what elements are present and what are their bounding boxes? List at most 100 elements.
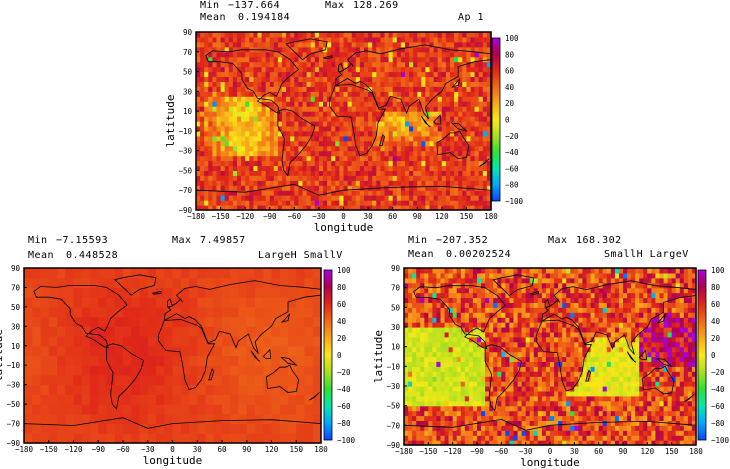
- heatmap-cell: [286, 190, 291, 196]
- heatmap-cell: [364, 130, 369, 137]
- heatmap-cell: [388, 66, 394, 73]
- heatmap-cell: [464, 302, 470, 308]
- heatmap-cell: [139, 413, 149, 425]
- heatmap-cell: [477, 430, 482, 436]
- heatmap-cell: [416, 307, 421, 313]
- map-panel-1: −180 −150 −120 −90 −60 −30 0 30 60 90 120 150 180lon…: [164, 28, 524, 234]
- heatmap-cell: [335, 205, 340, 211]
- heatmap-cell: [574, 356, 579, 362]
- heatmap-cell: [364, 32, 369, 38]
- heatmap-cell: [578, 395, 584, 402]
- heatmap-cell: [417, 111, 422, 117]
- heatmap-cell: [513, 371, 519, 377]
- heatmap-cell: [485, 371, 490, 377]
- heatmap-cell: [400, 130, 406, 137]
- heatmap-cell: [359, 200, 365, 206]
- heatmap-cell: [521, 277, 527, 284]
- x-tick-label: 60: [217, 445, 227, 454]
- heatmap-cell: [428, 302, 433, 308]
- heatmap-cell: [448, 371, 454, 377]
- heatmap-cell: [224, 200, 230, 206]
- heatmap-cell: [290, 205, 295, 211]
- heatmap-cell: [525, 268, 531, 274]
- heatmap-cell: [413, 200, 418, 206]
- heatmap-cell: [172, 433, 182, 444]
- heatmap-cell: [433, 91, 439, 97]
- heatmap-cell: [437, 41, 443, 48]
- heatmap-cell: [257, 165, 263, 171]
- heatmap-cell: [541, 390, 547, 397]
- heatmap-cell: [98, 433, 108, 444]
- heatmap-cell: [412, 307, 417, 313]
- heatmap-cell: [65, 384, 75, 395]
- heatmap-cell: [486, 116, 492, 122]
- heatmap-cell: [409, 180, 414, 186]
- heatmap-cell: [216, 205, 222, 211]
- heatmap-cell: [318, 86, 324, 92]
- heatmap-cell: [290, 165, 295, 171]
- heatmap-cell: [541, 361, 547, 367]
- heatmap-cell: [416, 272, 421, 279]
- heatmap-cell: [541, 366, 547, 372]
- heatmap-cell: [388, 180, 394, 186]
- heatmap-cell: [450, 86, 455, 92]
- heatmap-cell: [216, 101, 222, 107]
- heatmap-cell: [481, 395, 486, 402]
- heatmap-cell: [513, 395, 519, 402]
- heatmap-cell: [437, 71, 443, 78]
- heatmap-cell: [339, 56, 345, 63]
- heatmap-cell: [241, 56, 246, 63]
- heatmap-cell: [445, 190, 451, 196]
- heatmap-cell: [456, 351, 462, 358]
- heatmap-cell: [224, 111, 230, 117]
- heatmap-cell: [458, 165, 463, 171]
- heatmap-cell: [372, 32, 377, 38]
- heatmap-cell: [517, 430, 523, 436]
- heatmap-cell: [208, 135, 213, 142]
- heatmap-cell: [208, 86, 213, 92]
- heatmap-cell: [478, 160, 484, 167]
- heatmap-cell: [436, 435, 442, 441]
- heatmap-cell: [253, 145, 259, 152]
- heatmap-cell: [180, 287, 190, 298]
- heatmap-cell: [486, 46, 492, 53]
- heatmap-cell: [282, 51, 287, 58]
- heatmap-cell: [384, 170, 390, 176]
- heatmap-cell: [396, 125, 402, 132]
- colorbar-tick-label: −60: [505, 164, 519, 173]
- heatmap-cell: [436, 317, 442, 323]
- coastline: [163, 280, 322, 354]
- heatmap-cell: [454, 125, 459, 132]
- heatmap-cell: [351, 101, 357, 107]
- heatmap-cell: [282, 41, 287, 48]
- heatmap-cell: [404, 312, 409, 318]
- heatmap-cell: [265, 130, 271, 137]
- heatmap-cell: [232, 160, 238, 167]
- heatmap-cell: [412, 327, 417, 333]
- heatmap-cell: [550, 327, 555, 333]
- heatmap-cell: [458, 56, 463, 63]
- heatmap-cell: [462, 140, 467, 147]
- heatmap-cell: [32, 345, 42, 357]
- heatmap-cell: [228, 101, 234, 107]
- heatmap-cell: [249, 140, 254, 147]
- heatmap-cell: [208, 32, 213, 38]
- heatmap-cell: [445, 175, 451, 181]
- heatmap-cell: [216, 111, 222, 117]
- heatmap-cell: [501, 307, 506, 313]
- heatmap-cell: [493, 331, 498, 338]
- heatmap-cell: [450, 101, 455, 107]
- heatmap-cell: [314, 66, 320, 73]
- heatmap-cell: [205, 326, 215, 337]
- heatmap-cell: [470, 91, 476, 97]
- heatmap-cell: [437, 170, 443, 176]
- heatmap-cell: [310, 175, 316, 181]
- heatmap-cell: [263, 374, 273, 386]
- heatmap-cell: [312, 268, 322, 279]
- heatmap-cell: [477, 346, 482, 353]
- heatmap-cell: [298, 190, 304, 196]
- heatmap-cell: [331, 41, 336, 48]
- heatmap-cell: [323, 190, 328, 196]
- heatmap-cell: [509, 317, 515, 323]
- heatmap-cell: [458, 140, 463, 147]
